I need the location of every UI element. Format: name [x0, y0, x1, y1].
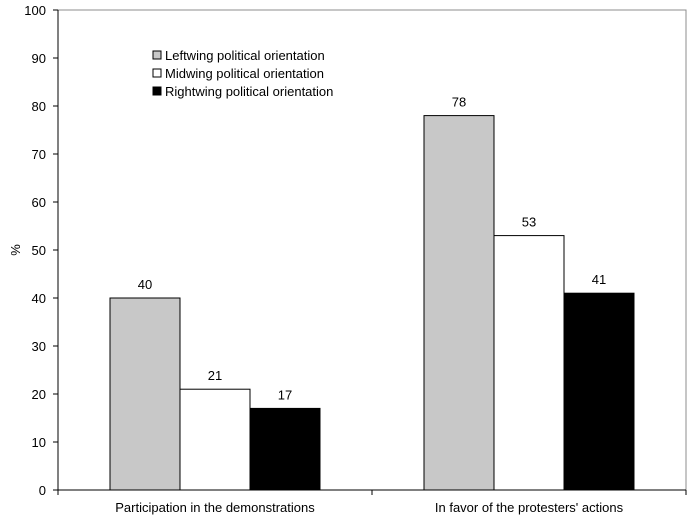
data-label: 53	[522, 215, 536, 230]
y-tick-label: 10	[32, 435, 46, 450]
data-label: 17	[278, 387, 292, 402]
legend-label: Leftwing political orientation	[165, 48, 325, 63]
bar-rightwing	[249, 407, 321, 491]
y-tick-label: 40	[32, 291, 46, 306]
bar-leftwing	[109, 297, 181, 491]
bar-midwing	[179, 388, 251, 491]
x-axis	[57, 490, 687, 495]
bars	[109, 115, 635, 491]
bar-leftwing	[423, 115, 495, 491]
legend-label: Rightwing political orientation	[165, 84, 333, 99]
legend-box	[144, 42, 331, 107]
data-label: 41	[592, 272, 606, 287]
y-axis: 0 10 20 30 40 50 60 70 80 90 100	[24, 3, 58, 498]
y-tick-label: 0	[39, 483, 46, 498]
y-tick-label: 60	[32, 195, 46, 210]
legend-swatch	[152, 68, 162, 78]
legend-label: Midwing political orientation	[165, 66, 324, 81]
y-tick-label: 50	[32, 243, 46, 258]
y-tick-label: 70	[32, 147, 46, 162]
y-tick-label: 20	[32, 387, 46, 402]
legend-swatch	[152, 86, 162, 96]
data-label: 40	[138, 277, 152, 292]
data-labels: 40 21 17 78 53 41	[138, 95, 606, 403]
category-label: Participation in the demonstrations	[115, 500, 315, 515]
bar-rightwing	[563, 292, 635, 491]
y-tick-label: 80	[32, 99, 46, 114]
category-label: In favor of the protesters' actions	[435, 500, 624, 515]
data-label: 78	[452, 95, 466, 110]
data-label: 21	[208, 368, 222, 383]
bar-midwing	[493, 235, 565, 491]
category-labels: Participation in the demonstrations In fa…	[115, 500, 623, 515]
y-tick-label: 100	[24, 3, 46, 18]
legend-swatch	[152, 50, 162, 60]
y-tick-label: 30	[32, 339, 46, 354]
y-axis-label: %	[8, 244, 23, 256]
y-tick-label: 90	[32, 51, 46, 66]
legend: Leftwing political orientation Midwing po…	[144, 42, 333, 107]
